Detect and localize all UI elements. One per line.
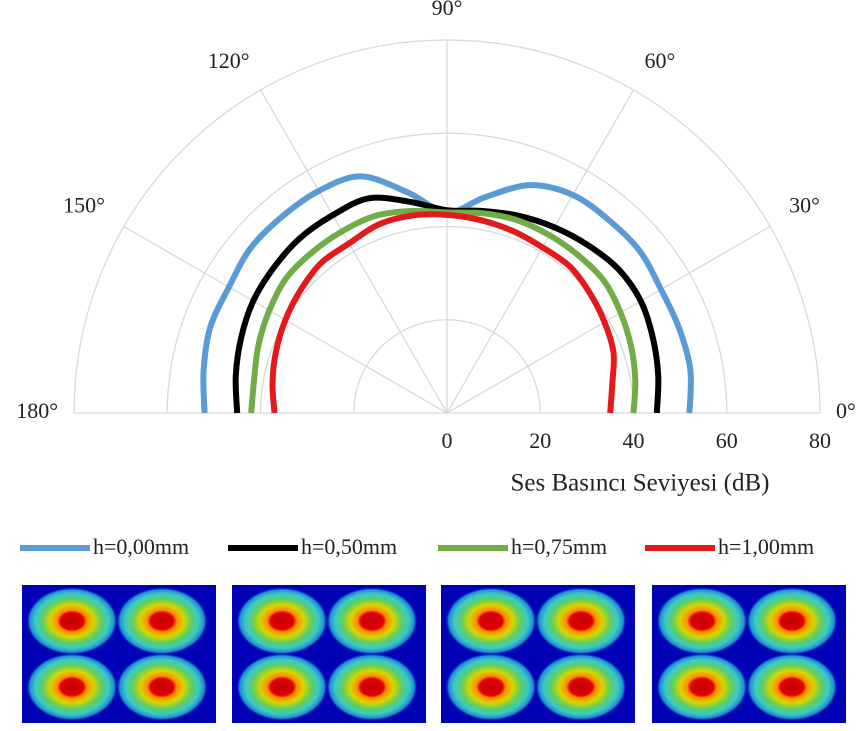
legend-label: h=1,00mm [718, 534, 814, 559]
axis-title: Ses Basıncı Seviyesi (dB) [510, 470, 769, 497]
field-map [22, 585, 216, 723]
r-tick-label: 40 [623, 428, 645, 453]
theta-tick-label: 0° [836, 398, 856, 423]
r-tick-label: 80 [809, 428, 831, 453]
grid-spoke [446, 225, 771, 414]
field-map [652, 585, 846, 723]
theta-tick-label: 180° [16, 398, 58, 423]
r-tick-label: 0 [442, 428, 453, 453]
legend-label: h=0,75mm [511, 534, 607, 559]
theta-tick-label: 90° [432, 0, 463, 20]
theta-tick-label: 120° [208, 48, 250, 73]
field-map [232, 585, 426, 723]
r-tick-label: 20 [529, 428, 551, 453]
theta-tick-label: 60° [645, 48, 676, 73]
grid-spoke [446, 89, 635, 414]
theta-tick-label: 150° [63, 193, 105, 218]
r-tick-label: 60 [716, 428, 738, 453]
legend-label: h=0,50mm [301, 534, 397, 559]
legend-label: h=0,00mm [93, 534, 189, 559]
theta-tick-label: 30° [789, 193, 820, 218]
field-map [441, 585, 635, 723]
series-line [269, 211, 617, 414]
grid-spoke [259, 89, 448, 414]
